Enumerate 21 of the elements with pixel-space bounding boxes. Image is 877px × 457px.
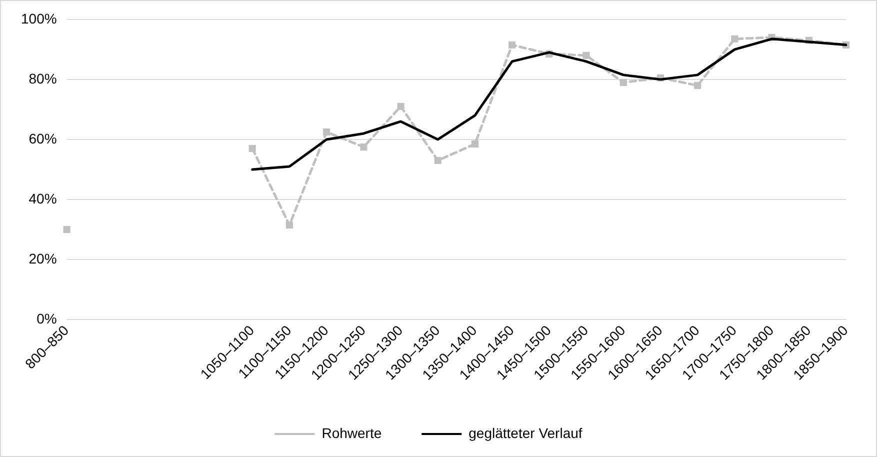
point: [434, 156, 442, 164]
legend-label: geglätteter Verlauf: [468, 424, 582, 441]
point: [248, 144, 256, 152]
point: [323, 128, 330, 136]
y-tick-label: 80%: [28, 70, 57, 86]
point: [694, 82, 702, 89]
point: [508, 41, 516, 48]
legend-label: Rohwerte: [322, 424, 382, 441]
point: [620, 78, 627, 86]
y-tick-label: 20%: [28, 250, 57, 266]
y-tick-label: 100%: [20, 10, 57, 26]
point: [731, 35, 738, 42]
point: [360, 143, 368, 151]
point: [471, 140, 478, 148]
y-tick-label: 40%: [28, 190, 57, 206]
y-tick-label: 60%: [28, 130, 57, 146]
point: [397, 102, 404, 110]
y-tick-label: 0%: [36, 310, 57, 326]
point: [286, 221, 293, 229]
point: [582, 52, 590, 59]
point: [63, 226, 70, 234]
